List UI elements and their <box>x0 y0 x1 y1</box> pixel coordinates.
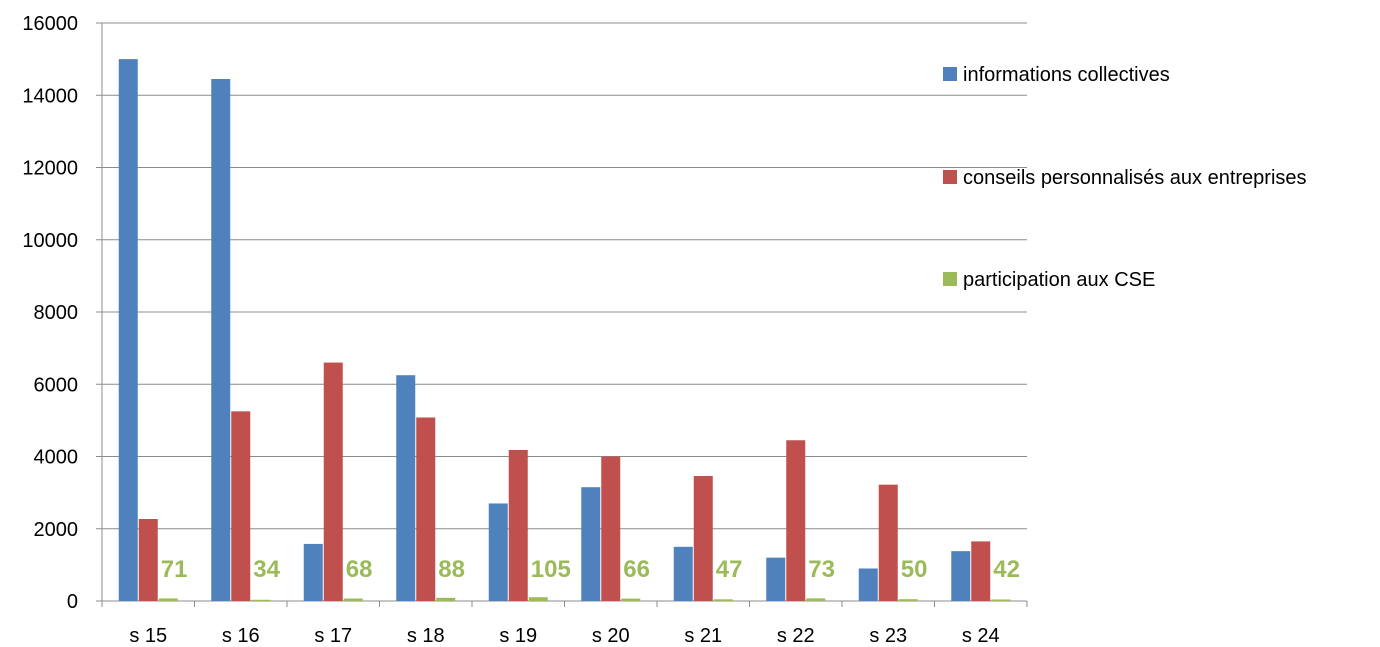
y-tick-label: 6000 <box>34 374 79 396</box>
data-label: 34 <box>253 556 280 583</box>
legend-label: informations collectives <box>963 64 1170 86</box>
data-label: 66 <box>623 556 650 583</box>
axes: 0 2000 4000 6000 8000 10000 12000 14000 16000 s 1… <box>22 13 1028 647</box>
x-tick-label: s 24 <box>962 625 1000 647</box>
legend-label: conseils personnalisés aux entreprises <box>963 167 1307 189</box>
y-tick-label: 2000 <box>34 519 79 541</box>
y-tick-label: 14000 <box>22 85 78 107</box>
gridlines <box>102 22 1027 602</box>
y-tick-label: 8000 <box>34 302 79 324</box>
bar-series-2-s20 <box>601 456 621 601</box>
bar-series-3-s22 <box>806 598 826 601</box>
y-tick-label: 10000 <box>22 230 78 252</box>
bar-series-2-s24 <box>971 541 991 601</box>
y-tick-label: 4000 <box>34 447 79 469</box>
bars <box>118 59 1011 601</box>
bar-series-1-s18 <box>396 375 416 601</box>
x-tick-label: s 18 <box>407 625 445 647</box>
data-label: 73 <box>808 556 835 583</box>
legend-swatch <box>943 272 957 286</box>
bar-series-3-s24 <box>991 599 1011 601</box>
data-label: 71 <box>161 556 188 583</box>
bar-series-1-s15 <box>118 59 138 601</box>
y-tick-label: 12000 <box>22 158 78 180</box>
data-label: 42 <box>993 556 1020 583</box>
x-tick-label: s 22 <box>777 625 815 647</box>
bar-series-1-s20 <box>581 487 601 601</box>
bar-series-2-s17 <box>323 362 343 601</box>
x-tick-label: s 20 <box>592 625 630 647</box>
legend: informations collectives conseils personn… <box>943 64 1307 291</box>
bar-series-3-s18 <box>436 597 456 601</box>
legend-label: participation aux CSE <box>963 269 1155 291</box>
x-tick-label: s 23 <box>869 625 907 647</box>
data-label: 68 <box>346 556 373 583</box>
bar-series-1-s23 <box>858 568 878 601</box>
bar-series-1-s19 <box>488 503 508 601</box>
bar-series-2-s22 <box>786 440 806 601</box>
data-labels: 71 34 68 88 105 66 47 73 50 42 <box>161 556 1020 583</box>
bar-series-1-s16 <box>211 78 231 601</box>
bar-series-2-s23 <box>878 484 898 601</box>
bar-series-2-s21 <box>693 476 713 601</box>
x-tick-label: s 15 <box>129 625 167 647</box>
bar-series-2-s19 <box>508 449 528 601</box>
bar-series-3-s23 <box>898 599 918 601</box>
bar-series-1-s21 <box>673 546 693 601</box>
bar-series-2-s15 <box>138 518 158 601</box>
legend-swatch <box>943 67 957 81</box>
bar-series-3-s17 <box>343 598 363 601</box>
x-tick-label: s 19 <box>499 625 537 647</box>
bar-series-2-s16 <box>231 411 251 601</box>
y-tick-label: 0 <box>67 591 78 613</box>
data-label: 47 <box>716 556 743 583</box>
bar-series-3-s21 <box>713 599 733 601</box>
bar-series-3-s15 <box>158 598 178 601</box>
bar-series-1-s17 <box>303 543 323 601</box>
data-label: 88 <box>438 556 465 583</box>
x-tick-label: s 21 <box>684 625 722 647</box>
bar-series-3-s16 <box>251 599 271 601</box>
legend-swatch <box>943 170 957 184</box>
bar-series-3-s19 <box>528 597 548 601</box>
x-tick-label: s 17 <box>314 625 352 647</box>
data-label: 105 <box>531 556 571 583</box>
y-tick-label: 16000 <box>22 13 78 35</box>
bar-series-2-s18 <box>416 417 436 601</box>
data-label: 50 <box>901 556 928 583</box>
bar-series-3-s20 <box>621 598 641 601</box>
bar-series-1-s22 <box>766 557 786 601</box>
bar-series-1-s24 <box>951 551 971 601</box>
x-tick-label: s 16 <box>222 625 260 647</box>
